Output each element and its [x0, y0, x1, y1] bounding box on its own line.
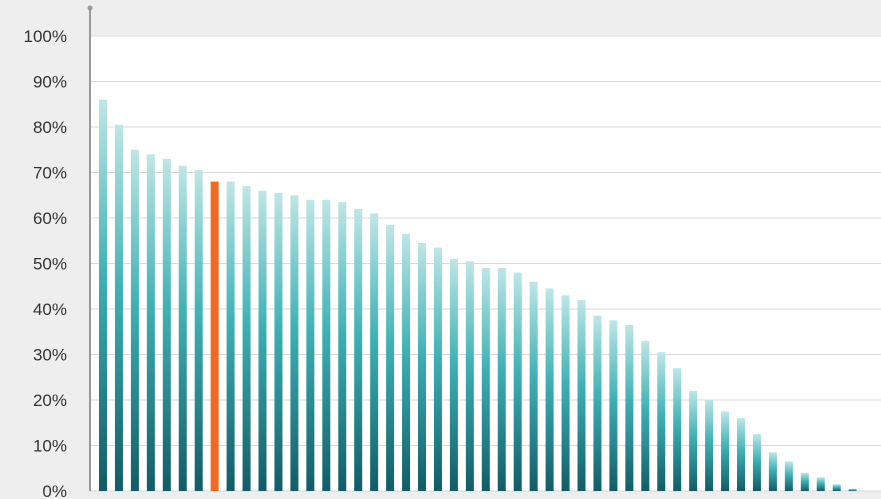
bar	[641, 340, 650, 491]
bar	[737, 418, 745, 491]
bar	[99, 99, 107, 491]
bar	[513, 272, 522, 491]
y-tick-label: 100%	[24, 27, 67, 46]
bar	[226, 181, 235, 491]
bar	[752, 434, 761, 492]
bars	[99, 99, 857, 492]
bar	[162, 158, 171, 491]
highlighted-bar	[210, 181, 219, 491]
y-tick-label: 60%	[33, 209, 67, 228]
bar	[418, 243, 426, 491]
y-axis-cap	[87, 5, 93, 11]
bar	[178, 165, 187, 491]
bar	[258, 190, 267, 491]
y-tick-label: 0%	[42, 482, 67, 499]
bar	[625, 324, 634, 491]
y-axis-tick-labels: 0% 10% 20% 30% 40% 50% 60% 70% 80% 90% 100%	[24, 27, 67, 499]
bar	[832, 484, 841, 491]
bar	[481, 268, 490, 491]
bar	[274, 192, 283, 491]
y-tick-label: 70%	[33, 164, 67, 183]
bar	[290, 195, 299, 491]
y-tick-label: 30%	[33, 346, 67, 365]
y-tick-label: 90%	[33, 73, 67, 92]
y-tick-label: 40%	[33, 300, 67, 319]
y-tick-label: 10%	[33, 437, 67, 456]
bar	[721, 411, 730, 492]
bar	[689, 390, 698, 491]
bar	[402, 233, 411, 491]
bar	[545, 288, 554, 491]
bar	[657, 352, 666, 491]
bar	[306, 199, 315, 492]
bar	[529, 281, 538, 491]
bar	[784, 461, 793, 491]
bar	[768, 452, 777, 491]
bar	[242, 186, 251, 491]
bar	[433, 247, 442, 491]
bar	[146, 154, 155, 492]
bar	[194, 170, 203, 492]
bar	[449, 258, 458, 491]
bar	[465, 261, 474, 491]
bar	[561, 295, 570, 491]
bar	[609, 320, 618, 492]
bar	[370, 213, 379, 491]
y-tick-label: 50%	[33, 255, 67, 274]
bar	[848, 488, 857, 491]
bar	[386, 224, 395, 491]
bar	[338, 202, 347, 491]
bar	[593, 315, 602, 491]
bar	[130, 149, 139, 491]
bar	[497, 268, 506, 491]
bar	[322, 199, 331, 492]
bar	[114, 124, 123, 491]
bar	[705, 400, 714, 491]
bar	[816, 477, 825, 491]
bar	[800, 472, 809, 491]
bar	[354, 208, 363, 491]
y-tick-label: 20%	[33, 391, 67, 410]
bar	[577, 299, 586, 491]
y-tick-label: 80%	[33, 118, 67, 137]
bar	[673, 368, 682, 491]
